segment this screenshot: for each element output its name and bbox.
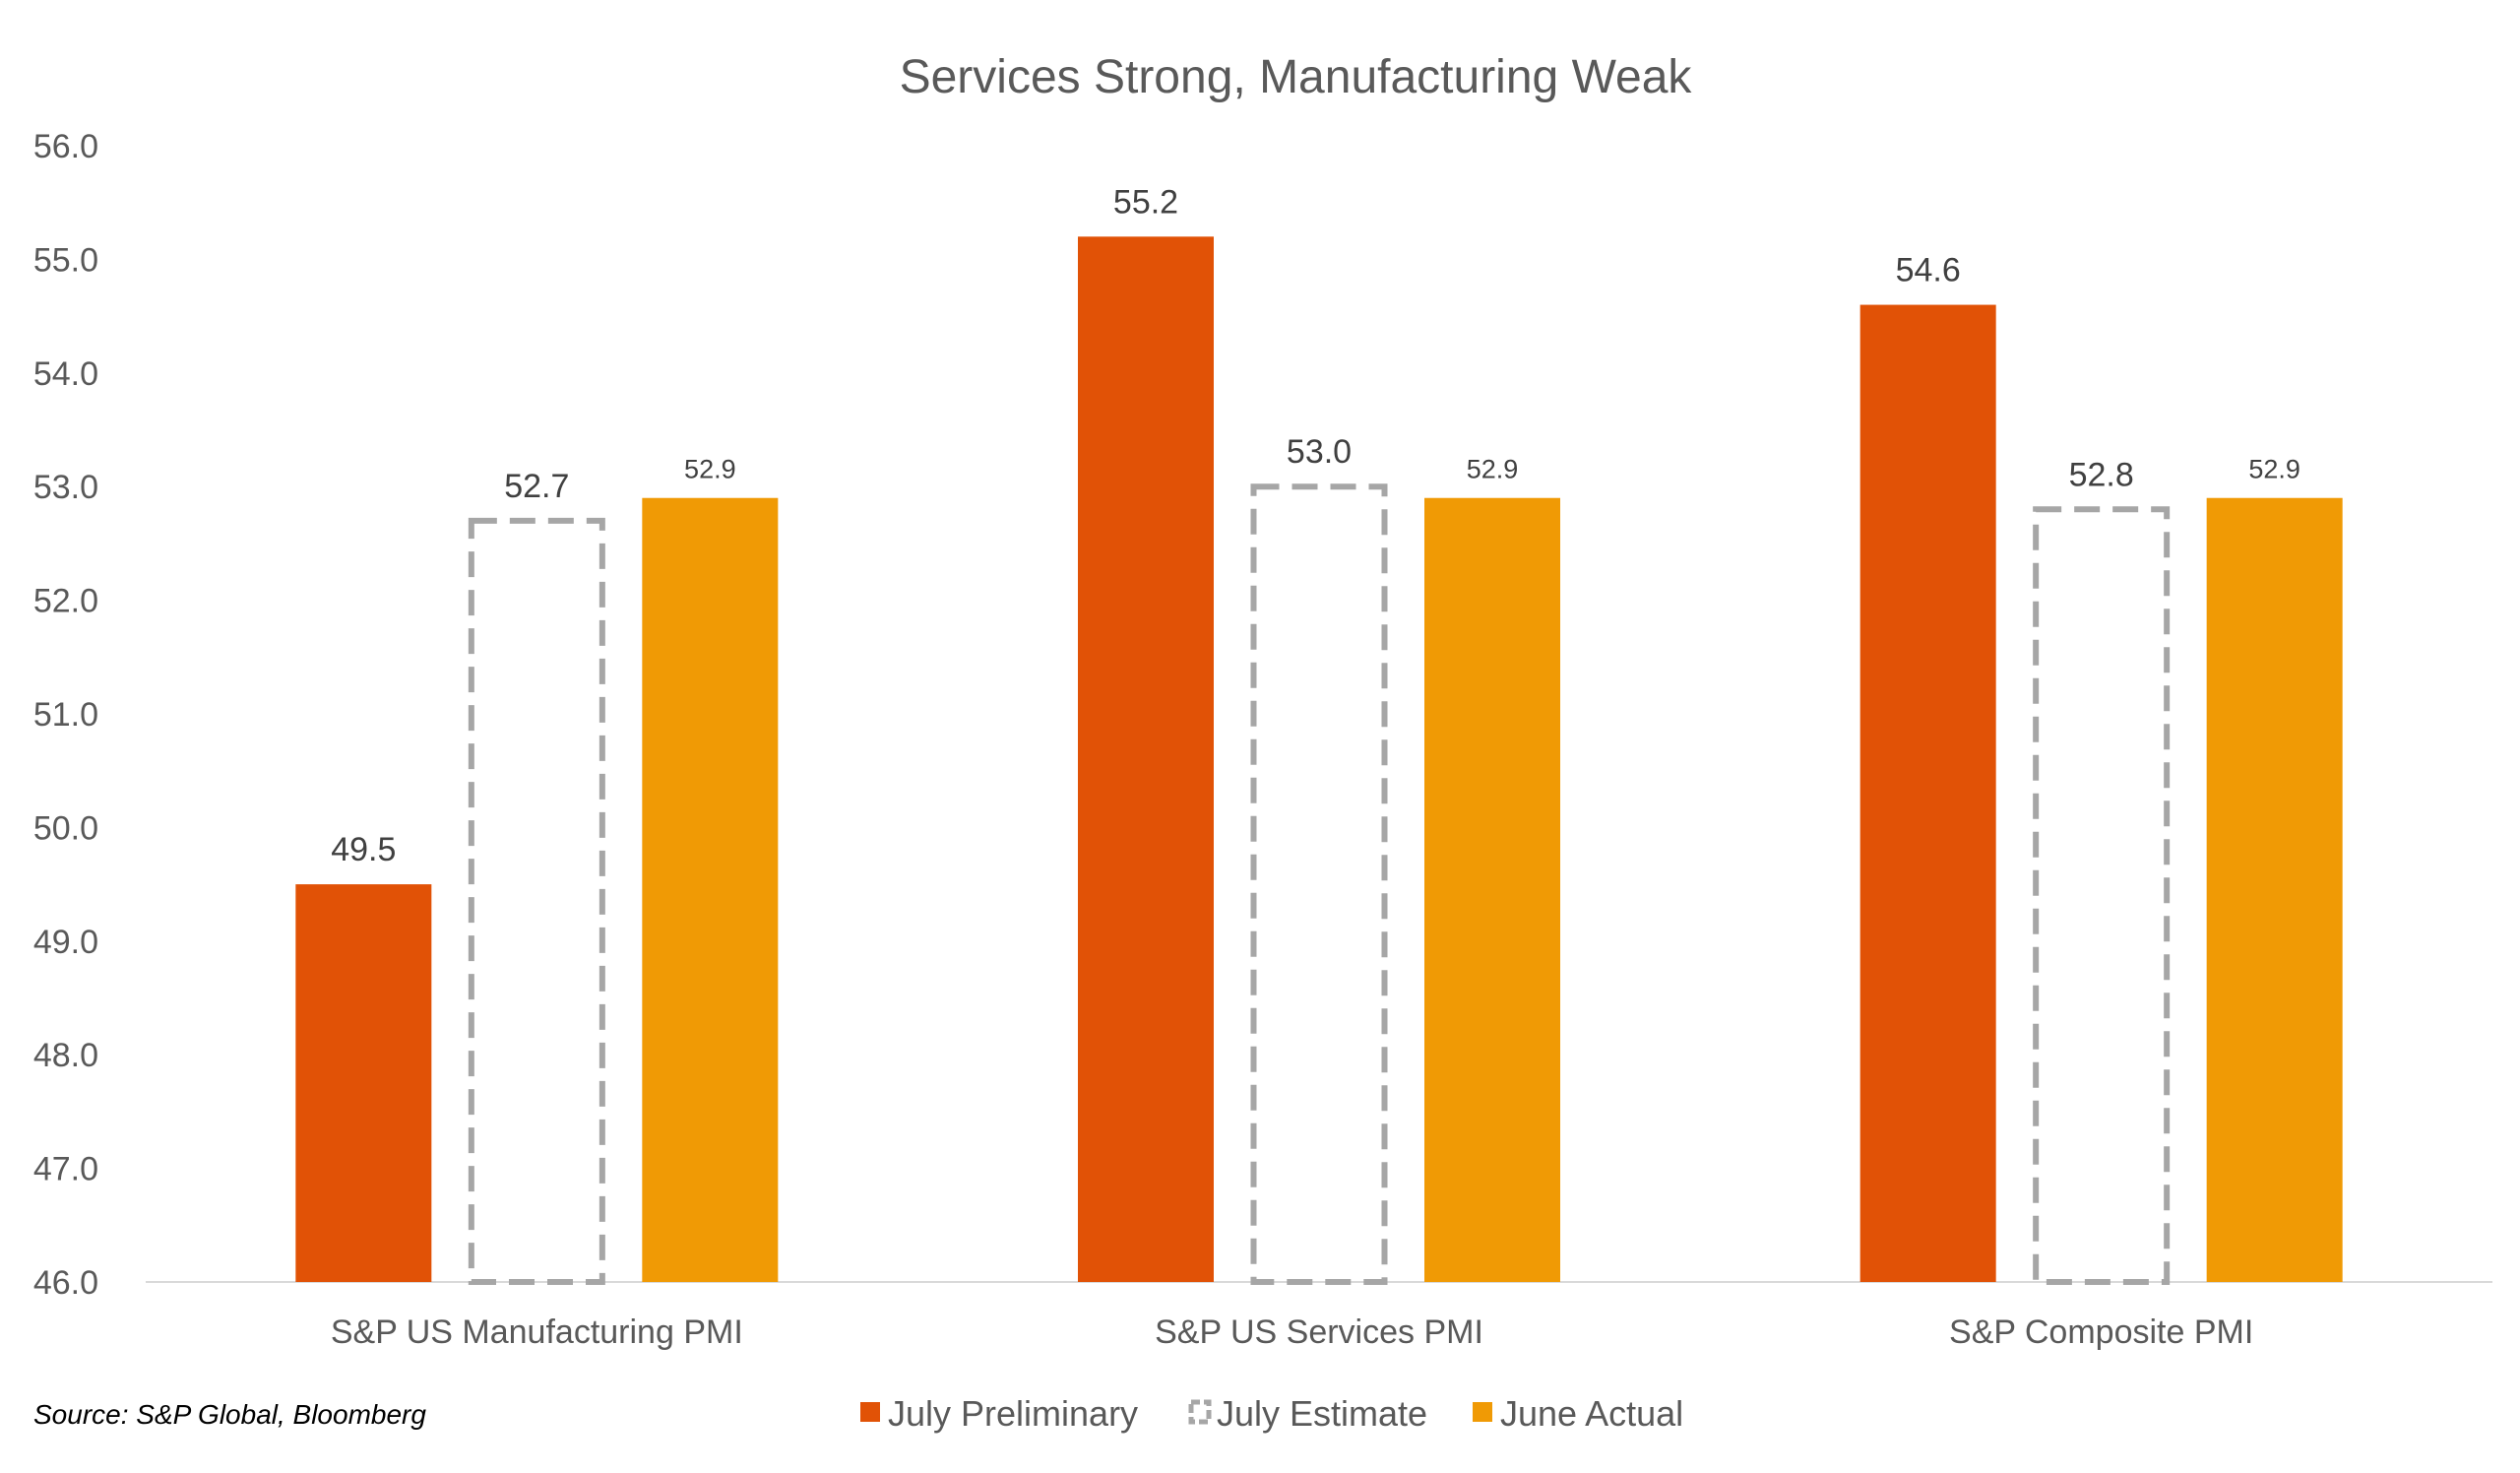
data-label: 52.9 — [1467, 455, 1519, 484]
data-label: 55.2 — [1113, 183, 1178, 221]
y-tick-label: 49.0 — [33, 924, 98, 961]
legend-swatch-july-estimate — [1188, 1399, 1212, 1425]
y-tick-label: 54.0 — [33, 355, 98, 393]
bar-june-actual — [642, 497, 779, 1282]
y-tick-label: 47.0 — [33, 1151, 98, 1188]
y-tick-label: 51.0 — [33, 696, 98, 734]
bar-july-estimate — [1250, 483, 1388, 1285]
data-label: 52.9 — [2248, 455, 2300, 484]
data-label: 52.9 — [684, 455, 736, 484]
y-tick-label: 48.0 — [33, 1037, 98, 1074]
y-tick-label: 52.0 — [33, 583, 98, 620]
bar-series-group — [295, 236, 2343, 1285]
legend-label: July Estimate — [1217, 1393, 1427, 1434]
bar-july-preliminary — [295, 884, 432, 1282]
legend-swatch-june-actual — [1473, 1402, 1492, 1422]
bar-july-preliminary — [1859, 304, 1996, 1282]
chart-title: Services Strong, Manufacturing Weak — [900, 51, 1693, 103]
y-tick-label: 56.0 — [33, 128, 98, 165]
data-label: 52.7 — [504, 468, 569, 505]
y-axis-ticks: 46.0 47.0 48.0 49.0 50.0 51.0 52.0 53.0 54.0 55.0… — [33, 128, 98, 1302]
source-note: Source: S&P Global, Bloomberg — [33, 1399, 426, 1430]
bar-june-actual — [1424, 497, 1560, 1282]
bar-june-actual — [2206, 497, 2343, 1282]
y-tick-label: 50.0 — [33, 809, 98, 847]
category-label: S&P US Services PMI — [1155, 1313, 1483, 1351]
data-label: 52.8 — [2069, 456, 2134, 493]
y-tick-label: 53.0 — [33, 469, 98, 506]
legend-label: July Preliminary — [888, 1393, 1138, 1434]
legend-swatch-july-preliminary — [860, 1402, 880, 1422]
data-labels-group: 49.5 52.7 52.9 55.2 53.0 52.9 54.6 52.8 52.9 — [331, 183, 2300, 868]
category-label: S&P US Manufacturing PMI — [331, 1313, 743, 1351]
bar-july-preliminary — [1078, 236, 1214, 1282]
legend: July Preliminary July Estimate June Actual — [860, 1393, 1683, 1434]
bar-july-estimate — [2033, 506, 2171, 1285]
category-labels-group: S&P US Manufacturing PMI S&P US Services … — [331, 1313, 2253, 1351]
category-label: S&P Composite PMI — [1949, 1313, 2253, 1351]
data-label: 54.6 — [1896, 252, 1961, 289]
y-tick-label: 46.0 — [33, 1264, 98, 1302]
data-label: 53.0 — [1287, 433, 1352, 471]
bar-july-estimate — [468, 517, 605, 1285]
legend-label: June Actual — [1500, 1393, 1683, 1434]
y-tick-label: 55.0 — [33, 241, 98, 279]
data-label: 49.5 — [331, 831, 396, 868]
